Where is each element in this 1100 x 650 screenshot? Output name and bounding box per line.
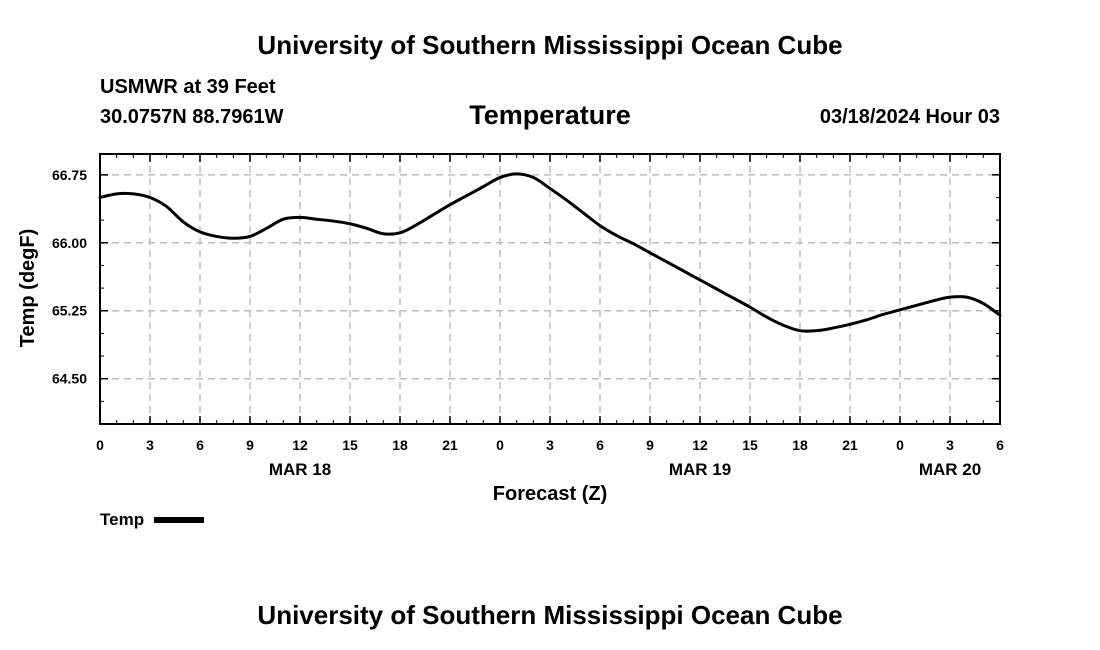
plot-title: Temperature [469,100,631,130]
x-tick-label: 15 [742,437,758,453]
x-date-label: MAR 20 [919,460,981,479]
legend-label: Temp [100,510,145,529]
x-tick-label: 18 [392,437,408,453]
axis-ticks [99,154,1001,425]
y-tick-label: 65.25 [52,303,87,319]
x-tick-label: 0 [896,437,904,453]
x-tick-label: 3 [146,437,154,453]
x-tick-label: 6 [596,437,604,453]
grid [100,154,1000,424]
axis-labels: 0 3 6 9 12 15 18 21 0 3 6 9 12 15 18 21 0 3 6 64.50 65.25 66.… [52,167,1004,479]
x-tick-label: 9 [646,437,654,453]
x-tick-label: 6 [196,437,204,453]
legend: Temp [100,510,205,530]
x-tick-label: 12 [692,437,708,453]
x-tick-label: 21 [842,437,858,453]
y-tick-label: 64.50 [52,371,87,387]
y-tick-label: 66.75 [52,167,87,183]
x-tick-label: 12 [292,437,308,453]
x-tick-label: 21 [442,437,458,453]
x-tick-label: 6 [996,437,1004,453]
x-tick-label: 3 [546,437,554,453]
x-tick-label: 9 [246,437,254,453]
station-label: USMWR at 39 Feet [100,76,276,98]
x-date-label: MAR 18 [269,460,331,479]
top-title: University of Southern Mississippi Ocean… [257,30,843,60]
x-date-label: MAR 19 [669,460,731,479]
x-tick-label: 3 [946,437,954,453]
forecast-datetime: 03/18/2024 Hour 03 [819,106,1000,128]
x-axis-title: Forecast (Z) [493,483,607,505]
station-coordinates: 30.0757N 88.7961W [100,106,284,128]
x-tick-label: 0 [96,437,104,453]
x-tick-label: 18 [792,437,808,453]
series-line-temp [98,172,1002,333]
x-tick-label: 15 [342,437,358,453]
plot-frame [99,153,1001,425]
y-axis-title: Temp (degF) [17,229,39,348]
legend-swatch [154,517,205,523]
y-tick-label: 66.00 [52,235,87,251]
x-tick-label: 0 [496,437,504,453]
bottom-title: University of Southern Mississippi Ocean… [257,600,843,630]
